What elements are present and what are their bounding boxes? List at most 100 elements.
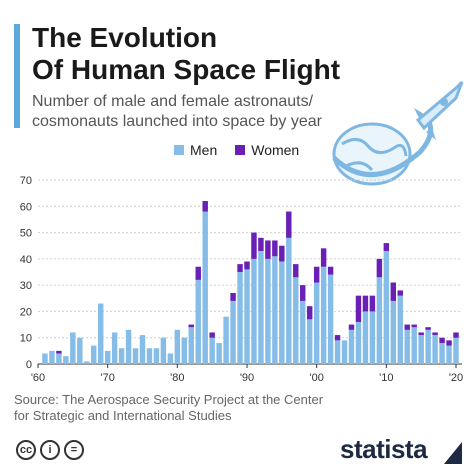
bar-men (63, 356, 69, 364)
bar-women (446, 340, 452, 346)
legend-item-women: Women (235, 142, 299, 158)
bar-men (181, 337, 188, 364)
page-title: The Evolution Of Human Space Flight (32, 22, 340, 86)
bar-men (160, 337, 167, 364)
bar-women (244, 261, 250, 270)
statista-logo[interactable]: statista (340, 434, 428, 464)
bar-women (251, 232, 257, 259)
bar-men (49, 350, 55, 364)
bar-men (327, 274, 334, 364)
bar-men (404, 329, 410, 364)
bar-men (355, 321, 362, 364)
y-tick-label: 50 (20, 228, 32, 240)
bar-women (404, 324, 410, 330)
source-note: Source: The Aerospace Security Project a… (14, 392, 354, 424)
bar-men (258, 250, 264, 364)
bar-women (369, 295, 376, 312)
bar-women (195, 266, 201, 280)
bar-women (397, 290, 403, 296)
legend-label-men: Men (190, 142, 218, 158)
bar-women (313, 266, 320, 283)
bar-men (439, 342, 445, 364)
bar-men (111, 332, 118, 364)
x-tick-label: '20 (449, 372, 463, 384)
bar-women (411, 324, 417, 328)
x-tick-label: '70 (100, 372, 114, 384)
bar-women (300, 285, 306, 301)
bar-men (146, 348, 153, 364)
bar-women (348, 324, 355, 330)
bar-men (251, 258, 257, 364)
bar-women (439, 337, 445, 343)
title-line-2: Of Human Space Flight (32, 54, 341, 85)
bar-women (202, 201, 208, 212)
bar-men (341, 340, 348, 364)
bar-men (411, 327, 417, 364)
bar-women (390, 282, 397, 301)
y-tick-label: 0 (26, 359, 32, 371)
bar-women (272, 240, 278, 257)
bar-men (453, 337, 459, 364)
subtitle-line-2: cosmonauts launched into space by year (32, 113, 322, 130)
bar-men (306, 319, 313, 364)
license-icons: cc i = (16, 440, 88, 460)
bar-men (265, 258, 271, 364)
bar-men (209, 337, 215, 364)
no-derivatives-icon[interactable]: = (64, 440, 84, 460)
bar-women (453, 332, 459, 338)
bar-men (118, 348, 125, 364)
bar-men (237, 272, 243, 364)
creative-commons-icon[interactable]: cc (16, 440, 36, 460)
bar-women (355, 295, 362, 322)
bar-women (320, 248, 327, 267)
bar-chart: 0 10 20 30 40 50 60 70 '60 '70 '80 '90 '00 '10 '20 (20, 175, 463, 384)
bar-men (272, 256, 278, 364)
bar-men (42, 353, 48, 364)
bar-men (390, 300, 397, 364)
bar-men (216, 342, 222, 364)
bar-women (334, 335, 341, 341)
y-tick-label: 10 (20, 333, 32, 345)
bar-women (209, 332, 215, 338)
bar-women (286, 211, 292, 238)
title-line-1: The Evolution (32, 22, 218, 53)
bar-men (244, 269, 250, 364)
bar-men (70, 332, 76, 364)
y-tick-label: 60 (20, 201, 32, 213)
bar-men (230, 300, 236, 364)
bar-women (258, 237, 264, 251)
x-tick-label: '10 (379, 372, 393, 384)
legend-label-women: Women (251, 142, 300, 158)
subtitle-line-1: Number of male and female astronauts/ (32, 93, 314, 110)
y-tick-label: 40 (20, 254, 32, 266)
bar-men (320, 266, 327, 364)
attribution-icon[interactable]: i (40, 440, 60, 460)
bar-men (279, 261, 285, 364)
bar-women (418, 332, 424, 336)
bar-women (306, 306, 313, 320)
bar-men (376, 277, 383, 364)
bar-men (56, 353, 62, 364)
bar-men (313, 282, 320, 364)
bar-men (348, 329, 355, 364)
bar-men (139, 335, 146, 364)
bar-women (383, 243, 390, 251)
bar-men (195, 279, 201, 364)
bar-men (104, 350, 111, 364)
bar-men (425, 329, 431, 364)
rocket-globe-icon (332, 80, 464, 186)
bar-men (91, 345, 97, 364)
bar-men (446, 345, 452, 364)
bar-men (362, 311, 369, 364)
chart-legend: Men Women (174, 142, 317, 158)
bar-men (188, 327, 194, 364)
bar-women (327, 266, 334, 275)
source-line-2: for Strategic and International Studies (14, 408, 232, 423)
subtitle: Number of male and female astronauts/ co… (32, 92, 352, 132)
bar-men (293, 277, 299, 364)
bar-women (432, 332, 438, 336)
bar-men (125, 329, 132, 364)
source-line-1: Source: The Aerospace Security Project a… (14, 392, 324, 407)
bar-men (418, 335, 424, 364)
